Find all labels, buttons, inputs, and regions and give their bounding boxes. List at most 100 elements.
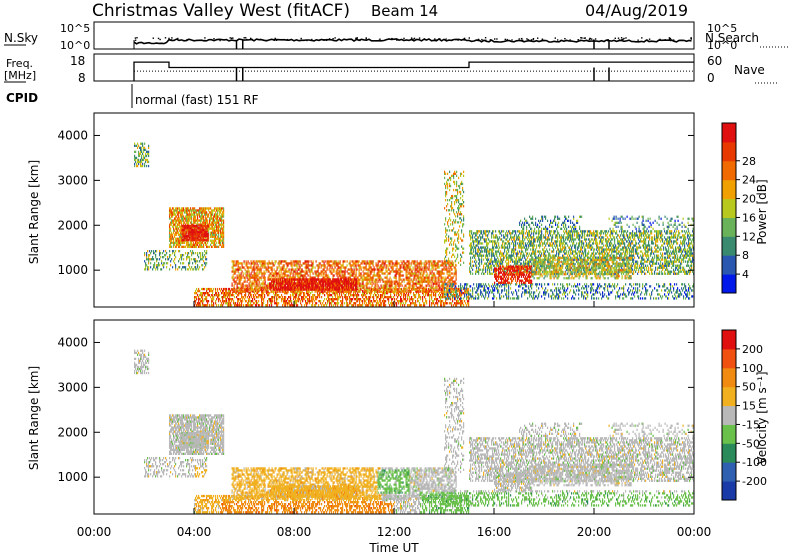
heatmap-cell bbox=[350, 294, 352, 297]
heatmap-cell bbox=[421, 290, 423, 293]
heatmap-cell bbox=[416, 260, 418, 263]
heatmap-cell bbox=[181, 213, 183, 216]
heatmap-cell bbox=[330, 268, 332, 271]
heatmap-cell bbox=[169, 223, 171, 226]
heatmap-cell bbox=[391, 298, 393, 301]
heatmap-cell bbox=[375, 304, 377, 307]
heatmap-cell bbox=[374, 300, 376, 303]
heatmap-cell bbox=[257, 264, 259, 267]
heatmap-cell bbox=[210, 233, 212, 236]
heatmap-cell bbox=[243, 262, 245, 265]
heatmap-cell bbox=[466, 289, 468, 293]
heatmap-cell bbox=[371, 270, 373, 273]
heatmap-cell bbox=[338, 266, 340, 269]
heatmap-cell bbox=[173, 237, 175, 240]
heatmap-cell bbox=[204, 213, 206, 216]
heatmap-cell bbox=[220, 231, 222, 234]
heatmap-cell bbox=[365, 300, 367, 303]
heatmap-cell bbox=[139, 154, 141, 158]
noise-search-point bbox=[435, 39, 437, 41]
heatmap-cell bbox=[201, 226, 203, 230]
heatmap-cell bbox=[239, 274, 241, 277]
heatmap-cell bbox=[198, 289, 200, 293]
heatmap-cell bbox=[342, 290, 344, 293]
heatmap-cell bbox=[212, 221, 214, 224]
heatmap-cell bbox=[320, 274, 322, 277]
heatmap-cell bbox=[336, 264, 338, 267]
heatmap-cell bbox=[191, 215, 193, 218]
heatmap-cell bbox=[189, 224, 191, 228]
heatmap-cell bbox=[317, 296, 319, 299]
heatmap-cell bbox=[304, 304, 306, 307]
heatmap-cell bbox=[341, 290, 343, 293]
heatmap-cell bbox=[232, 264, 234, 267]
heatmap-cell bbox=[432, 268, 434, 271]
heatmap-cell bbox=[410, 268, 412, 271]
heatmap-cell bbox=[257, 288, 259, 291]
heatmap-cell bbox=[309, 300, 311, 303]
noise-search-point bbox=[668, 38, 671, 40]
heatmap-cell bbox=[267, 270, 269, 273]
heatmap-cell bbox=[196, 241, 198, 244]
heatmap-cell bbox=[177, 219, 179, 222]
heatmap-cell bbox=[179, 233, 181, 236]
heatmap-cell bbox=[194, 296, 196, 299]
heatmap-cell bbox=[355, 304, 357, 307]
heatmap-cell bbox=[299, 292, 301, 295]
heatmap-cell bbox=[192, 236, 194, 240]
heatmap-cell bbox=[386, 278, 388, 281]
heatmap-cell bbox=[350, 292, 352, 295]
heatmap-cell bbox=[200, 292, 202, 295]
heatmap-cell bbox=[337, 296, 339, 299]
heatmap-cell bbox=[169, 207, 171, 210]
heatmap-cell bbox=[240, 286, 242, 289]
heatmap-cell bbox=[259, 294, 261, 297]
heatmap-cell bbox=[340, 270, 342, 273]
heatmap-cell bbox=[450, 288, 452, 291]
heatmap-cell bbox=[224, 300, 226, 303]
heatmap-cell bbox=[197, 230, 199, 234]
heatmap-cell bbox=[256, 276, 258, 279]
heatmap-cell bbox=[283, 274, 285, 277]
heatmap-cell bbox=[341, 264, 343, 267]
heatmap-cell bbox=[275, 292, 277, 295]
heatmap-cell bbox=[217, 296, 219, 299]
heatmap-cell bbox=[178, 221, 180, 224]
heatmap-cell bbox=[239, 278, 241, 281]
heatmap-cell bbox=[379, 298, 381, 301]
heatmap-cell bbox=[319, 300, 321, 303]
heatmap-cell bbox=[340, 290, 342, 293]
heatmap-cell bbox=[370, 300, 372, 303]
heatmap-cell bbox=[200, 245, 202, 248]
heatmap-cell bbox=[344, 272, 346, 275]
heatmap-cell bbox=[279, 296, 281, 299]
heatmap-cell bbox=[295, 290, 297, 293]
heatmap-cell bbox=[404, 292, 406, 295]
heatmap-cell bbox=[458, 289, 460, 293]
heatmap-cell bbox=[383, 292, 385, 295]
heatmap-cell bbox=[351, 272, 353, 275]
heatmap-cell bbox=[342, 304, 344, 307]
heatmap-cell bbox=[181, 219, 183, 222]
heatmap-cell bbox=[261, 290, 263, 293]
noise-search-point bbox=[620, 37, 623, 39]
heatmap-cell bbox=[175, 239, 177, 242]
heatmap-cell bbox=[328, 268, 330, 271]
heatmap-cell bbox=[188, 228, 190, 232]
heatmap-cell bbox=[376, 294, 378, 297]
heatmap-cell bbox=[212, 217, 214, 220]
heatmap-cell bbox=[434, 304, 436, 307]
heatmap-cell bbox=[212, 209, 214, 212]
heatmap-cell bbox=[241, 302, 243, 305]
heatmap-cell bbox=[207, 241, 209, 244]
heatmap-cell bbox=[361, 262, 363, 265]
heatmap-cell bbox=[321, 296, 323, 299]
heatmap-cell bbox=[271, 270, 273, 273]
heatmap-cell bbox=[395, 302, 397, 305]
cpid-label: CPID bbox=[6, 91, 38, 105]
heatmap-cell bbox=[270, 272, 272, 275]
heatmap-cell bbox=[175, 223, 177, 226]
heatmap-cell bbox=[383, 304, 385, 307]
heatmap-cell bbox=[289, 274, 291, 277]
heatmap-cell bbox=[431, 292, 433, 295]
